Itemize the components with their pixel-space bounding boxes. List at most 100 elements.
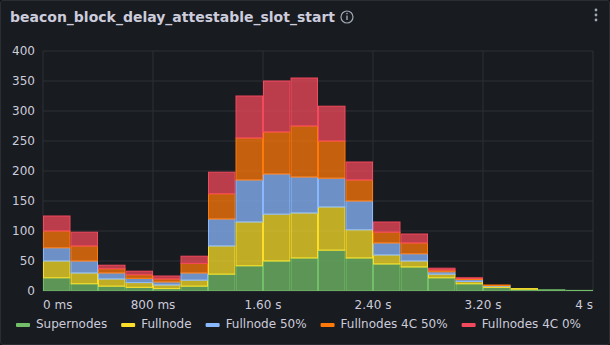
- bar-segment: [484, 287, 511, 291]
- bar-segment: [236, 96, 263, 138]
- legend: Supernodes Fullnode Fullnode 50% Fullnodes …: [16, 317, 581, 331]
- x-tick-label: 800 ms: [131, 298, 176, 312]
- bar-segment: [539, 290, 566, 291]
- y-grid-line: [43, 51, 593, 52]
- legend-label[interactable]: Fullnode: [141, 317, 191, 331]
- bar-segment: [319, 250, 346, 291]
- bar-segment: [401, 261, 428, 267]
- bar-segment: [484, 285, 511, 287]
- bar-segment: [566, 290, 593, 291]
- bar-segment: [539, 289, 566, 290]
- legend-swatch: [462, 323, 476, 327]
- bar-segment: [236, 138, 263, 180]
- chart: beacon_block_delay_attestable_slot_start…: [0, 0, 610, 345]
- legend-swatch: [16, 323, 30, 327]
- y-tick-label: 50: [20, 254, 35, 268]
- y-tick-label: 300: [12, 104, 35, 118]
- x-tick-label: 0 ms: [43, 298, 72, 312]
- bar-segment: [209, 194, 236, 219]
- bar-segment: [346, 201, 373, 230]
- bar-segment: [264, 214, 291, 261]
- bar-segment: [71, 284, 98, 291]
- bar-segment: [126, 278, 153, 282]
- bar-segment: [71, 273, 98, 284]
- bar-segment: [346, 258, 373, 291]
- x-grid-line: [483, 51, 484, 291]
- bar-segment: [374, 222, 401, 232]
- bar-segment: [99, 273, 126, 279]
- bar-segment: [511, 288, 538, 289]
- bar-segment: [374, 243, 401, 255]
- bar-segment: [209, 172, 236, 194]
- menu-icon[interactable]: [595, 9, 598, 22]
- bar-segment: [181, 256, 208, 263]
- bar-segment: [264, 81, 291, 132]
- bar-segment: [236, 180, 263, 222]
- bar-segment: [539, 289, 566, 290]
- bar-segment: [291, 126, 318, 177]
- bar-segment: [401, 234, 428, 243]
- y-tick-label: 0: [27, 284, 35, 298]
- x-tick-label: 3.20 s: [465, 298, 502, 312]
- bar-segment: [44, 261, 71, 278]
- bar-segment: [71, 246, 98, 261]
- x-tick-label: 1.60 s: [245, 298, 282, 312]
- bar-segment: [484, 285, 511, 287]
- bar-segment: [401, 267, 428, 291]
- bar-segment: [374, 232, 401, 243]
- bar-segment: [99, 279, 126, 286]
- bar-segment: [44, 216, 71, 231]
- bar-segment: [264, 261, 291, 291]
- bar-segment: [456, 277, 483, 279]
- y-tick-label: 150: [12, 194, 35, 208]
- bar-segment: [401, 243, 428, 254]
- bar-segment: [99, 286, 126, 291]
- x-grid-line: [153, 51, 154, 291]
- bar-segment: [484, 285, 511, 286]
- bar-segment: [126, 283, 153, 288]
- y-tick-label: 400: [12, 44, 35, 58]
- title: beacon_block_delay_attestable_slot_start: [10, 9, 335, 26]
- bar-segment: [44, 248, 71, 261]
- y-tick-label: 350: [12, 74, 35, 88]
- legend-swatch: [121, 323, 135, 327]
- bar-segment: [181, 286, 208, 291]
- y-tick-label: 250: [12, 134, 35, 148]
- bar-segment: [209, 246, 236, 274]
- legend-label[interactable]: Fullnodes 4C 50%: [341, 317, 448, 331]
- bar-segment: [44, 278, 71, 291]
- bar-segment: [566, 290, 593, 291]
- bar-segment: [44, 231, 71, 248]
- bar-segment: [291, 213, 318, 258]
- bar-segment: [374, 255, 401, 264]
- info-icon[interactable]: [341, 11, 353, 23]
- bar-segment: [99, 265, 126, 269]
- bar-segment: [291, 177, 318, 213]
- bar-segment: [566, 290, 593, 291]
- bar-segment: [319, 106, 346, 141]
- bar-segment: [291, 78, 318, 126]
- bars: [44, 78, 593, 291]
- legend-label[interactable]: Supernodes: [36, 317, 107, 331]
- bar-segment: [209, 219, 236, 246]
- bar-segment: [209, 274, 236, 291]
- bar-segment: [566, 290, 593, 291]
- x-tick-label: 2.40 s: [355, 298, 392, 312]
- bar-segment: [429, 268, 456, 270]
- bar-segment: [429, 274, 456, 278]
- y-tick-label: 200: [12, 164, 35, 178]
- x-tick-label: 4 s: [575, 298, 593, 312]
- bar-segment: [126, 271, 153, 275]
- legend-label[interactable]: Fullnode 50%: [226, 317, 307, 331]
- x-grid-line: [593, 51, 594, 291]
- bar-segment: [71, 261, 98, 273]
- bar-segment: [511, 288, 538, 289]
- bar-segment: [456, 278, 483, 279]
- y-tick-label: 100: [12, 224, 35, 238]
- bar-segment: [566, 290, 593, 291]
- bar-segment: [264, 174, 291, 214]
- bar-segment: [126, 287, 153, 291]
- bar-segment: [181, 280, 208, 286]
- bar-segment: [126, 275, 153, 279]
- legend-label[interactable]: Fullnodes 4C 0%: [482, 317, 581, 331]
